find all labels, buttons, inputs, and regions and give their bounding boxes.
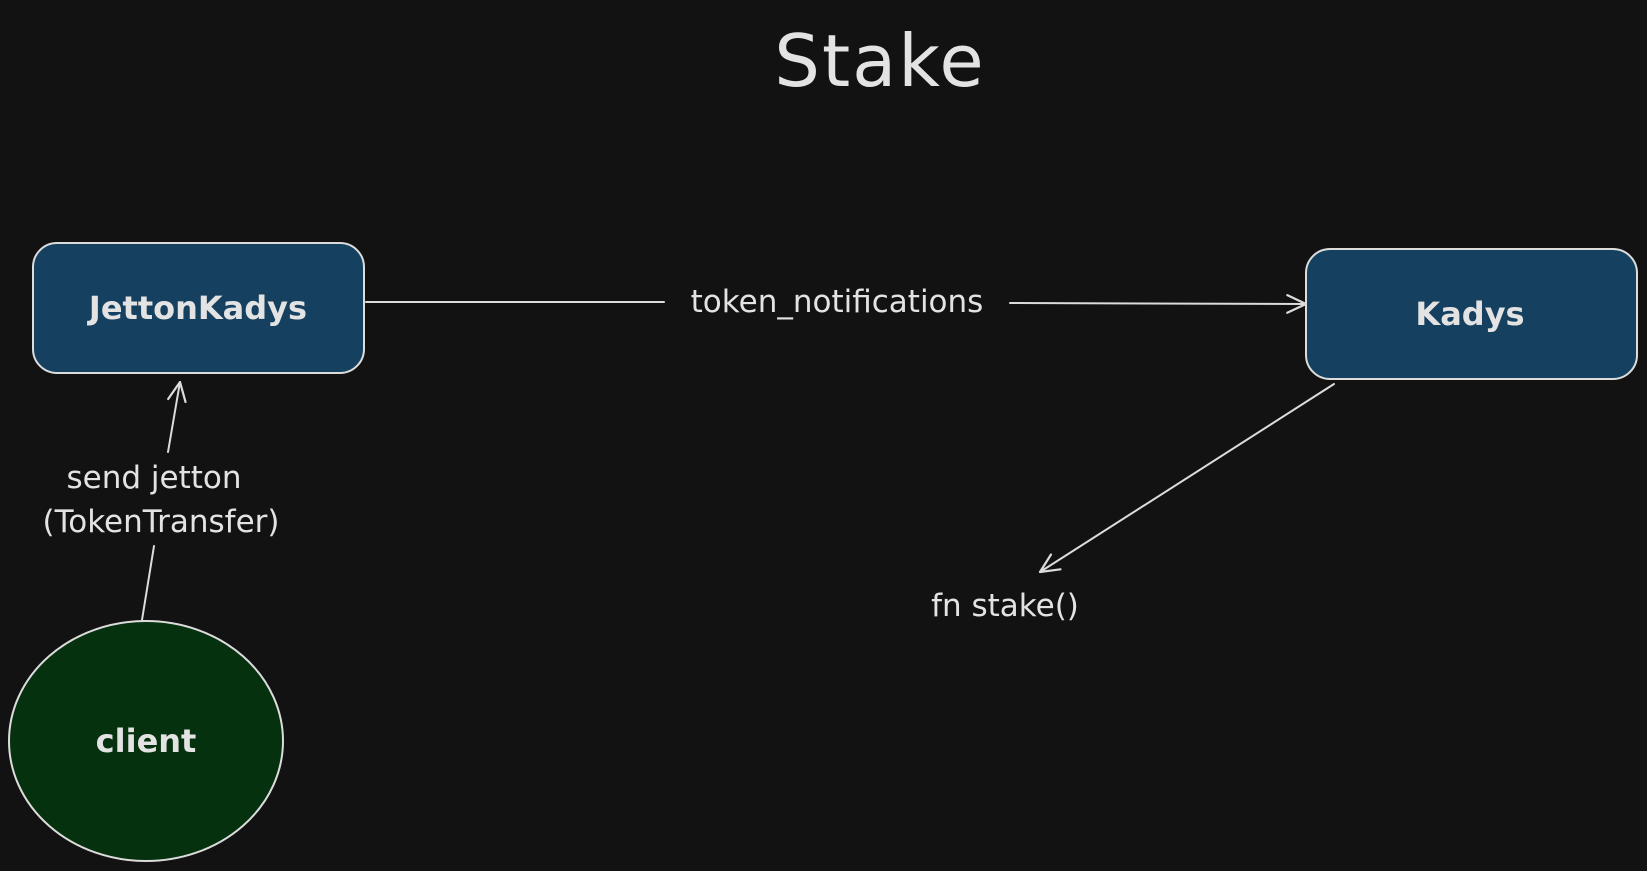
diagram-title: Stake bbox=[774, 19, 985, 103]
node-kadys-box bbox=[1305, 248, 1638, 380]
edge-send-jetton-label-line2: (TokenTransfer) bbox=[42, 504, 279, 540]
node-jetton-kadys[interactable]: JettonKadys bbox=[32, 242, 365, 374]
edge-token-notifications-arrow bbox=[1009, 294, 1308, 314]
node-kadys[interactable]: Kadys bbox=[1305, 248, 1638, 380]
node-client-label: client bbox=[96, 722, 197, 760]
edge-token-notifications: token_notifications bbox=[365, 284, 1308, 320]
edge-token-notifications-label: token_notifications bbox=[691, 284, 984, 320]
edge-send-jetton-label-line1: send jetton bbox=[66, 460, 241, 496]
node-jetton-kadys-label: JettonKadys bbox=[87, 289, 307, 327]
edge-stake-call-arrow bbox=[1038, 383, 1335, 574]
edge-send-jetton-line-lower bbox=[141, 545, 155, 621]
edge-stake-call: fn stake() bbox=[931, 383, 1335, 624]
edge-send-jetton-arrow bbox=[167, 380, 187, 453]
node-kadys-label: Kadys bbox=[1415, 295, 1524, 333]
node-client[interactable]: client bbox=[8, 620, 284, 862]
edge-send-jetton: send jetton (TokenTransfer) bbox=[42, 380, 280, 621]
node-client-ellipse bbox=[8, 620, 284, 862]
edge-stake-call-label: fn stake() bbox=[931, 588, 1079, 624]
node-jetton-kadys-box bbox=[32, 242, 365, 374]
